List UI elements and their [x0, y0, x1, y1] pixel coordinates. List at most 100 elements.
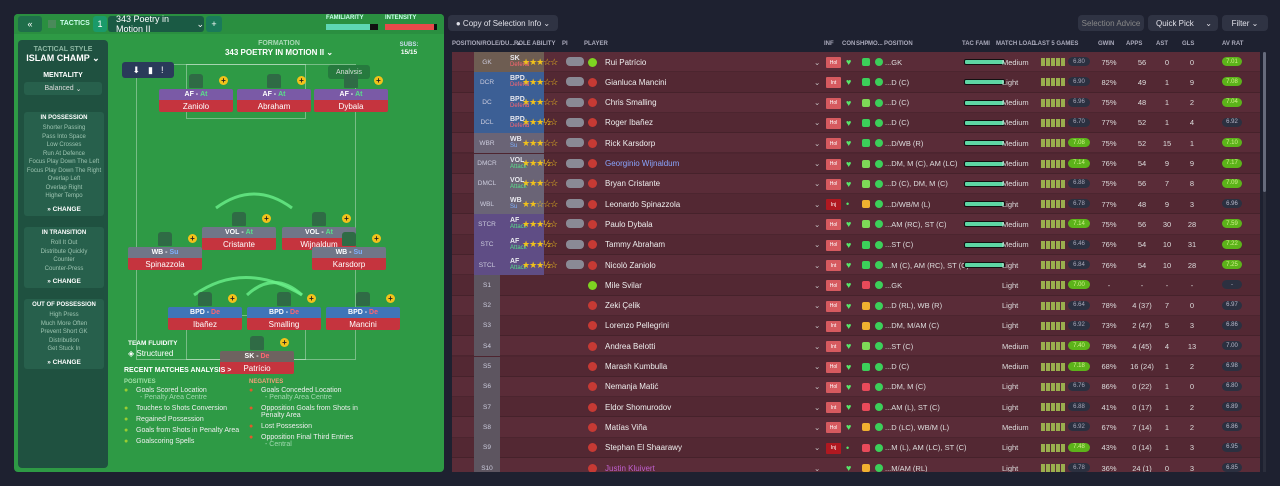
column-header[interactable]: CON: [842, 41, 856, 47]
player-name[interactable]: Lorenzo Pellegrini: [588, 316, 669, 336]
quick-pick-button[interactable]: Quick Pick ⌄: [1148, 15, 1218, 31]
table-row[interactable]: GK SK Defend ★★★☆☆ Rui Patrício ⌄ Hol ♥ ...GK Med…: [452, 52, 1260, 73]
swap-icon[interactable]: +: [342, 214, 351, 223]
change-in-possession-button[interactable]: » CHANGE: [47, 205, 81, 213]
column-header[interactable]: AST: [1156, 41, 1168, 47]
column-header[interactable]: AV RAT: [1222, 41, 1244, 47]
swap-icon[interactable]: +: [188, 234, 197, 243]
column-header[interactable]: TAC FAMI: [962, 41, 990, 47]
column-header[interactable]: POSITION/ROLE/DU... ▲: [452, 41, 522, 47]
table-row[interactable]: WBL WB Su ★★☆☆☆ Leonardo Spinazzola ⌄ Inj • ...D…: [452, 194, 1260, 215]
player-instructions-toggle[interactable]: [566, 117, 584, 127]
player-dropdown-chevron-icon[interactable]: ⌄: [814, 260, 821, 270]
player-name[interactable]: Gianluca Mancini: [588, 72, 666, 92]
player-name[interactable]: Zaniolo: [159, 100, 233, 112]
column-header[interactable]: GLS: [1182, 41, 1195, 47]
pitch-player-slot[interactable]: BPD - De Ibañez: [168, 292, 242, 330]
player-instructions-toggle[interactable]: [566, 219, 584, 229]
player-dropdown-chevron-icon[interactable]: ⌄: [814, 382, 821, 392]
column-header[interactable]: MO...: [868, 41, 883, 47]
player-instructions-toggle[interactable]: [566, 97, 584, 107]
role-select[interactable]: BPD Defend: [510, 113, 529, 133]
role-select[interactable]: VOL Attack: [510, 174, 527, 194]
player-name[interactable]: Justin Kluivert: [588, 458, 655, 472]
role-select[interactable]: WB Su: [510, 194, 522, 214]
table-row[interactable]: WBR WB Su ★★★☆☆ Rick Karsdorp ⌄ Hol ♥ ...D/WB (R…: [452, 133, 1260, 154]
player-name[interactable]: Roger Ibañez: [588, 113, 653, 133]
player-dropdown-chevron-icon[interactable]: ⌄: [814, 280, 821, 290]
player-name[interactable]: Dybala: [314, 100, 388, 112]
role-selector[interactable]: WB - Su: [312, 247, 386, 258]
swap-icon[interactable]: +: [297, 76, 306, 85]
table-row[interactable]: S1 Mile Svilar ⌄ Hol ♥ ...GK Light 7.00 - - - - -: [452, 275, 1260, 296]
pitch-player-slot[interactable]: WB - Su Spinazzola: [128, 232, 202, 270]
column-header[interactable]: MATCH LOAD: [996, 41, 1036, 47]
player-dropdown-chevron-icon[interactable]: ⌄: [814, 362, 821, 371]
player-name[interactable]: Leonardo Spinazzola: [588, 194, 680, 214]
player-instructions-toggle[interactable]: [566, 138, 584, 148]
role-selector[interactable]: AF - At: [237, 89, 311, 100]
change-in-transition-button[interactable]: » CHANGE: [47, 278, 81, 285]
player-instructions-toggle[interactable]: [566, 239, 584, 249]
swap-icon[interactable]: +: [280, 338, 289, 347]
player-dropdown-chevron-icon[interactable]: ⌄: [814, 57, 821, 67]
player-name[interactable]: Mancini: [326, 318, 400, 330]
role-select[interactable]: AF Attack: [510, 214, 527, 234]
swap-icon[interactable]: +: [219, 76, 228, 85]
player-dropdown-chevron-icon[interactable]: ⌄: [814, 240, 821, 250]
player-dropdown-chevron-icon[interactable]: ⌄: [814, 301, 821, 311]
player-name[interactable]: Stephan El Shaarawy: [588, 438, 682, 458]
table-row[interactable]: S9 Stephan El Shaarawy ⌄ Inj • ...M (L), AM (…: [452, 437, 1260, 458]
player-name[interactable]: Matías Viña: [588, 417, 647, 437]
player-name[interactable]: Patrício: [220, 362, 294, 374]
mentality-select[interactable]: Balanced ⌄: [24, 82, 102, 95]
view-select[interactable]: ● Copy of Selection Info ⌄: [448, 15, 558, 31]
column-header[interactable]: INF: [824, 41, 834, 47]
player-name[interactable]: Zeki Çelik: [588, 296, 640, 316]
player-dropdown-chevron-icon[interactable]: ⌄: [814, 443, 821, 453]
table-row[interactable]: DCR BPD Defend ★★★☆☆ Gianluca Mancini ⌄ Int ♥..…: [452, 72, 1260, 93]
tactic-select[interactable]: 343 Poetry in Motion II ⌄: [108, 14, 204, 34]
player-dropdown-chevron-icon[interactable]: ⌄: [814, 199, 821, 209]
player-name[interactable]: Karsdorp: [312, 258, 386, 270]
player-instructions-toggle[interactable]: [566, 77, 584, 87]
table-row[interactable]: S2 Zeki Çelik ⌄ Hol ♥ ...D (RL), WB (R) Light 6…: [452, 295, 1260, 316]
pitch-player-slot[interactable]: AF - At Dybala: [314, 74, 388, 112]
tactic-slot[interactable]: 1: [93, 16, 107, 32]
player-dropdown-chevron-icon[interactable]: ⌄: [814, 118, 821, 128]
role-select[interactable]: SK Defend: [510, 52, 529, 72]
pitch-player-slot[interactable]: AF - At Abraham: [237, 74, 311, 112]
scrollbar[interactable]: [1263, 52, 1266, 472]
player-dropdown-chevron-icon[interactable]: ⌄: [814, 341, 821, 351]
player-name[interactable]: Georginio Wijnaldum: [588, 154, 679, 174]
table-row[interactable]: STCL AF Attack ★★★½☆ Nicolò Zaniolo ⌄ Int ♥ ...M…: [452, 255, 1260, 276]
pitch-player-slot[interactable]: BPD - De Mancini: [326, 292, 400, 330]
role-selector[interactable]: BPD - De: [168, 307, 242, 318]
role-select[interactable]: VOL Attack: [510, 154, 527, 174]
table-row[interactable]: S6 Nemanja Matić ⌄ Hol ♥ ...DM, M (C) Light 6.7…: [452, 376, 1260, 398]
player-name[interactable]: Cristante: [202, 238, 276, 250]
player-instructions-toggle[interactable]: [566, 158, 584, 168]
player-name[interactable]: Bryan Cristante: [588, 174, 660, 194]
player-dropdown-chevron-icon[interactable]: ⌄: [814, 219, 821, 229]
player-name[interactable]: Tammy Abraham: [588, 235, 665, 255]
role-selector[interactable]: AF - At: [159, 89, 233, 100]
role-select[interactable]: BPD Defend: [510, 93, 529, 113]
player-dropdown-chevron-icon[interactable]: ⌄: [814, 98, 821, 108]
role-selector[interactable]: AF - At: [314, 89, 388, 100]
table-row[interactable]: STC AF Attack ★★★½☆ Tammy Abraham ⌄ Hol ♥ ...ST …: [452, 234, 1260, 255]
collapse-button[interactable]: «: [18, 16, 42, 32]
change-out-of-possession-button[interactable]: » CHANGE: [47, 358, 81, 366]
player-instructions-toggle[interactable]: [566, 260, 584, 269]
analysis-button[interactable]: Analysis: [328, 65, 370, 79]
table-row[interactable]: S10 Justin Kluivert ⌄ ♥ ...M/AM (RL) Light 6.7…: [452, 458, 1260, 472]
swap-icon[interactable]: +: [386, 294, 395, 303]
player-name[interactable]: Ibañez: [168, 318, 242, 330]
role-selector[interactable]: VOL - At: [282, 227, 356, 238]
swap-icon[interactable]: +: [307, 294, 316, 303]
filter-button[interactable]: Filter ⌄: [1222, 15, 1268, 31]
role-selector[interactable]: BPD - De: [326, 307, 400, 318]
column-header[interactable]: POSITION: [884, 41, 913, 47]
table-row[interactable]: STCR AF Attack ★★★½☆ Paulo Dybala ⌄ Hol ♥ ...AM …: [452, 214, 1260, 235]
column-header[interactable]: APPS: [1126, 41, 1143, 47]
